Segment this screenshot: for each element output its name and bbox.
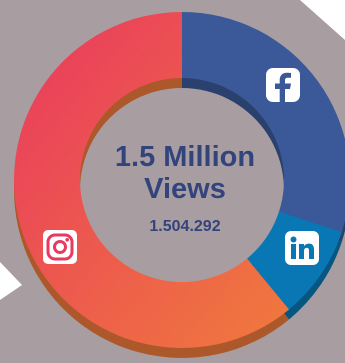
facebook-icon: [266, 68, 300, 102]
chart-title-line-2: Views: [144, 173, 226, 205]
chart-title-line-1: 1.5 Million: [114, 141, 256, 173]
slice-instagram-icon: [13, 12, 290, 348]
instagram-icon: [43, 230, 77, 264]
background-arrow-left: [0, 262, 22, 300]
slice-facebook-icon: [182, 12, 345, 232]
linkedin-icon: [285, 231, 319, 265]
chart-subtitle-total: 1.504.292: [149, 218, 221, 235]
background-arrow-right: [300, 0, 345, 40]
